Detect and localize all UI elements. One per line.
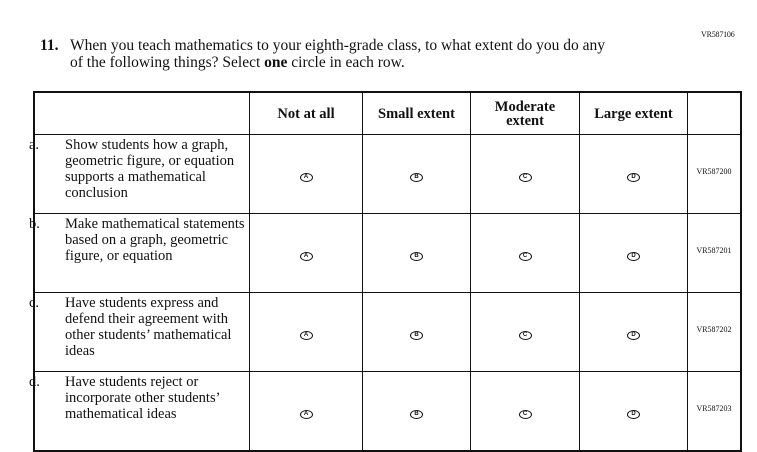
header-not-at-all: Not at all bbox=[249, 91, 363, 135]
response-circle-a[interactable]: A bbox=[299, 252, 313, 261]
row-code: VR587202 bbox=[687, 292, 742, 372]
row-code: VR587203 bbox=[687, 371, 742, 452]
question-text: 11. When you teach mathematics to your ei… bbox=[40, 37, 700, 71]
table-row: a. Show students how a graph, geometric f… bbox=[29, 134, 742, 214]
response-circle-c[interactable]: C bbox=[518, 410, 532, 419]
row-text: Show students how a graph, geometric fig… bbox=[65, 137, 235, 201]
option-cell: A bbox=[249, 292, 363, 372]
header-moderate-label: Moderate extent bbox=[494, 98, 556, 129]
response-circle-a[interactable]: A bbox=[299, 331, 313, 340]
row-code: VR587200 bbox=[687, 134, 742, 214]
row-label: d. Have students reject or incorporate ot… bbox=[29, 371, 250, 452]
response-circle-c[interactable]: C bbox=[518, 252, 532, 261]
response-circle-c[interactable]: C bbox=[518, 331, 532, 340]
option-cell: A bbox=[249, 134, 363, 214]
option-cell: A bbox=[249, 371, 363, 452]
row-letter: a. bbox=[29, 137, 40, 153]
response-circle-b[interactable]: B bbox=[410, 173, 423, 182]
option-cell: B bbox=[362, 134, 471, 214]
row-letter: c. bbox=[29, 295, 40, 311]
option-cell: C bbox=[470, 371, 580, 452]
response-circle-a[interactable]: A bbox=[299, 173, 313, 182]
question-line-2-pre: of the following things? Select bbox=[70, 54, 265, 71]
option-cell: D bbox=[579, 371, 688, 452]
row-text: Have students express and defend their a… bbox=[65, 295, 232, 359]
response-circle-b[interactable]: B bbox=[410, 331, 423, 340]
header-blank bbox=[33, 91, 250, 135]
response-circle-d[interactable]: D bbox=[627, 331, 640, 340]
table-row: c. Have students express and defend their… bbox=[29, 292, 742, 372]
row-letter: b. bbox=[29, 216, 40, 232]
row-text: Have students reject or incorporate othe… bbox=[65, 374, 220, 422]
response-circle-d[interactable]: D bbox=[627, 252, 640, 261]
option-cell: B bbox=[362, 292, 471, 372]
option-cell: C bbox=[470, 213, 580, 293]
question-line-2-bold: one bbox=[264, 54, 288, 71]
question-number: 11. bbox=[40, 37, 59, 54]
response-circle-a[interactable]: A bbox=[299, 410, 313, 419]
row-label: a. Show students how a graph, geometric f… bbox=[29, 134, 250, 214]
row-label: b. Make mathematical statements based on … bbox=[29, 213, 250, 293]
header-code bbox=[687, 91, 742, 135]
question-code: VR587106 bbox=[701, 30, 735, 39]
response-circle-b[interactable]: B bbox=[410, 410, 423, 419]
option-cell: B bbox=[362, 371, 471, 452]
row-label: c. Have students express and defend their… bbox=[29, 292, 250, 372]
header-moderate-extent: Moderate extent bbox=[470, 91, 580, 135]
response-circle-d[interactable]: D bbox=[627, 173, 640, 182]
row-letter: d. bbox=[29, 374, 40, 390]
option-cell: D bbox=[579, 292, 688, 372]
option-cell: A bbox=[249, 213, 363, 293]
row-code: VR587201 bbox=[687, 213, 742, 293]
option-cell: D bbox=[579, 213, 688, 293]
option-cell: B bbox=[362, 213, 471, 293]
response-grid: Not at all Small extent Moderate extent … bbox=[29, 91, 742, 452]
row-text: Make mathematical statements based on a … bbox=[65, 216, 245, 264]
table-row: d. Have students reject or incorporate ot… bbox=[29, 371, 742, 452]
header-large-extent: Large extent bbox=[579, 91, 688, 135]
question-line-2-post: circle in each row. bbox=[287, 54, 405, 71]
table-row: b. Make mathematical statements based on … bbox=[29, 213, 742, 293]
response-circle-c[interactable]: C bbox=[518, 173, 532, 182]
header-small-extent: Small extent bbox=[362, 91, 471, 135]
response-circle-b[interactable]: B bbox=[410, 252, 423, 261]
option-cell: C bbox=[470, 134, 580, 214]
response-circle-d[interactable]: D bbox=[627, 410, 640, 419]
question-line-1: When you teach mathematics to your eight… bbox=[70, 37, 606, 54]
option-cell: C bbox=[470, 292, 580, 372]
option-cell: D bbox=[579, 134, 688, 214]
